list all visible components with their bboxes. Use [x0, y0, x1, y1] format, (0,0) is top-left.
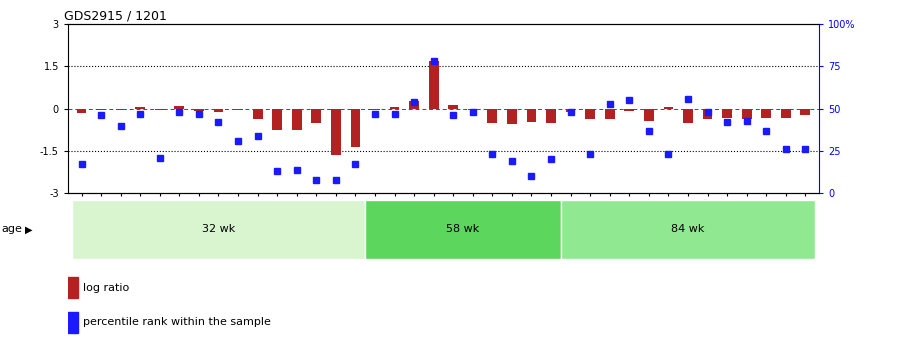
- Bar: [781, 109, 791, 118]
- Bar: [546, 109, 556, 123]
- Bar: [272, 109, 282, 130]
- Bar: [561, 200, 815, 259]
- Text: age: age: [2, 225, 23, 234]
- Bar: [214, 109, 224, 112]
- Bar: [507, 109, 517, 124]
- Bar: [468, 109, 478, 110]
- Bar: [96, 109, 106, 110]
- Text: 84 wk: 84 wk: [672, 225, 705, 234]
- Text: 32 wk: 32 wk: [202, 225, 235, 234]
- Bar: [366, 200, 561, 259]
- Bar: [370, 109, 380, 110]
- Bar: [624, 109, 634, 111]
- Bar: [702, 109, 712, 119]
- Bar: [252, 109, 262, 119]
- Bar: [390, 107, 399, 109]
- Bar: [722, 109, 732, 118]
- Bar: [175, 106, 185, 109]
- Bar: [800, 109, 810, 115]
- Text: ▶: ▶: [25, 225, 33, 234]
- Bar: [683, 109, 693, 123]
- Bar: [586, 109, 595, 119]
- Bar: [233, 109, 243, 110]
- Bar: [350, 109, 360, 147]
- Bar: [448, 105, 458, 109]
- Bar: [194, 109, 204, 111]
- Bar: [742, 109, 751, 119]
- Bar: [566, 109, 576, 112]
- Bar: [429, 61, 439, 109]
- Bar: [644, 109, 653, 121]
- Bar: [761, 109, 771, 118]
- Bar: [488, 109, 497, 123]
- Bar: [116, 109, 126, 110]
- Bar: [663, 107, 673, 109]
- Text: GDS2915 / 1201: GDS2915 / 1201: [64, 10, 167, 23]
- Bar: [155, 109, 165, 110]
- Bar: [68, 277, 78, 298]
- Bar: [71, 200, 366, 259]
- Bar: [136, 107, 145, 109]
- Bar: [331, 109, 341, 155]
- Bar: [527, 109, 537, 122]
- Bar: [311, 109, 321, 123]
- Bar: [409, 101, 419, 109]
- Text: 58 wk: 58 wk: [446, 225, 480, 234]
- Bar: [291, 109, 301, 130]
- Text: log ratio: log ratio: [83, 283, 129, 293]
- Bar: [77, 109, 87, 113]
- Bar: [68, 312, 78, 333]
- Text: percentile rank within the sample: percentile rank within the sample: [83, 317, 272, 327]
- Bar: [605, 109, 614, 119]
